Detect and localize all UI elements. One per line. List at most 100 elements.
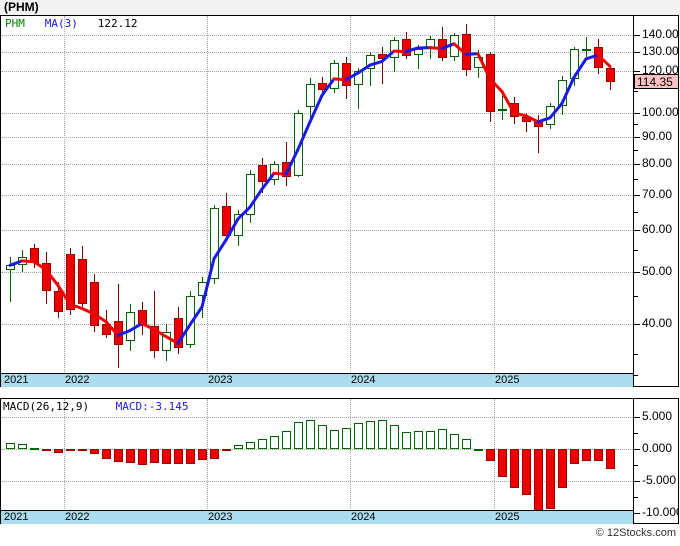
header-bar: (PHM) [0,0,680,15]
macd-histogram-bar[interactable] [6,443,15,450]
macd-histogram-bar[interactable] [354,422,363,450]
macd-histogram-bar[interactable] [66,449,75,452]
ma3-segment [596,53,612,68]
price-minor-tick [634,250,638,252]
macd-plot-area[interactable] [1,399,633,523]
macd-histogram-bar[interactable] [150,449,159,464]
macd-histogram-bar[interactable] [102,449,111,460]
macd-histogram-bar[interactable] [282,430,291,450]
candle-body[interactable] [174,317,183,348]
macd-histogram-bar[interactable] [570,449,579,465]
macd-histogram-bar[interactable] [378,420,387,450]
price-minor-tick [634,296,638,298]
candle-body[interactable] [162,332,171,351]
macd-histogram-bar[interactable] [234,444,243,450]
macd-histogram-bar[interactable] [210,449,219,459]
macd-histogram-bar[interactable] [330,429,339,450]
macd-histogram-bar[interactable] [54,449,63,453]
macd-histogram-bar[interactable] [306,419,315,450]
macd-histogram-bar[interactable] [318,425,327,450]
candle-body[interactable] [342,62,351,87]
macd-histogram-bar[interactable] [270,436,279,450]
macd-histogram-bar[interactable] [186,449,195,465]
macd-axis: 5.000 0.000 -5.000 -10.000 [634,399,679,523]
macd-histogram-bar[interactable] [438,428,447,450]
candle-body[interactable] [222,206,231,236]
macd-minor-tick [634,433,638,435]
macd-histogram-bar[interactable] [174,449,183,465]
macd-histogram-bar[interactable] [414,430,423,450]
macd-histogram-bar[interactable] [138,449,147,466]
macd-histogram-bar[interactable] [246,442,255,450]
macd-histogram-bar[interactable] [498,449,507,477]
macd-histogram-bar[interactable] [222,449,231,452]
macd-histogram-bar[interactable] [114,449,123,462]
candle-body[interactable] [606,67,615,82]
ma3-segment [452,42,468,56]
candle-body[interactable] [582,48,591,51]
price-tick [634,272,640,274]
macd-histogram-bar[interactable] [606,449,615,470]
ma3-segment [308,93,324,124]
macd-histogram-bar[interactable] [294,421,303,450]
candle-body[interactable] [510,103,519,118]
price-tick-label: 120.00 [642,62,679,77]
macd-histogram-bar[interactable] [594,449,603,461]
ma3-segment [332,77,348,82]
candle-wick [526,112,527,132]
candle-body[interactable] [402,39,411,56]
candle-body[interactable] [294,112,303,176]
ma3-segment [560,75,576,105]
candle-body[interactable] [66,254,75,310]
macd-histogram-bar[interactable] [198,449,207,460]
macd-histogram-bar[interactable] [450,434,459,450]
macd-histogram-bar[interactable] [402,432,411,450]
candle-body[interactable] [306,84,315,107]
candle-body[interactable] [150,326,159,351]
macd-histogram-bar[interactable] [30,448,39,451]
macd-tick-label: -5.000 [642,473,677,488]
candle-body[interactable] [246,174,255,216]
macd-histogram-bar[interactable] [486,449,495,461]
macd-histogram-bar[interactable] [126,449,135,463]
candle-wick [502,90,503,120]
macd-histogram-bar[interactable] [522,449,531,496]
candle-body[interactable] [330,62,339,90]
candle-body[interactable] [78,258,87,305]
ma3-line [8,42,612,345]
macd-histogram-bar[interactable] [474,448,483,451]
macd-tick-label: -10.000 [642,505,679,520]
price-gridline [1,272,633,274]
macd-histogram-bar[interactable] [162,449,171,464]
macd-histogram-bar[interactable] [426,431,435,450]
macd-histogram-bar[interactable] [366,420,375,450]
ma3-segment [296,120,312,151]
candle-body[interactable] [366,54,375,70]
macd-histogram-bar[interactable] [546,449,555,510]
candle-body[interactable] [390,39,399,59]
macd-histogram-bar[interactable] [534,449,543,513]
price-panel-frame [0,15,679,387]
candle-body[interactable] [54,291,63,313]
macd-histogram-bar[interactable] [258,439,267,450]
candle-body[interactable] [498,109,507,112]
macd-histogram-bar[interactable] [582,449,591,462]
candle-body[interactable] [210,208,219,280]
candle-body[interactable] [258,165,267,182]
year-gridline [350,16,351,386]
candle-body[interactable] [90,281,99,327]
macd-histogram-bar[interactable] [42,449,51,452]
macd-histogram-bar[interactable] [462,439,471,450]
macd-histogram-bar[interactable] [78,449,87,452]
macd-histogram-bar[interactable] [342,428,351,450]
macd-histogram-bar[interactable] [18,444,27,450]
year-gridline [207,399,208,523]
macd-histogram-bar[interactable] [90,449,99,454]
ma3-segment [428,46,444,50]
page-title: (PHM) [4,0,39,14]
candle-body[interactable] [138,309,147,327]
macd-histogram-bar[interactable] [510,449,519,488]
price-plot-area[interactable] [1,16,633,386]
macd-histogram-bar[interactable] [390,424,399,450]
macd-histogram-bar[interactable] [558,449,567,489]
